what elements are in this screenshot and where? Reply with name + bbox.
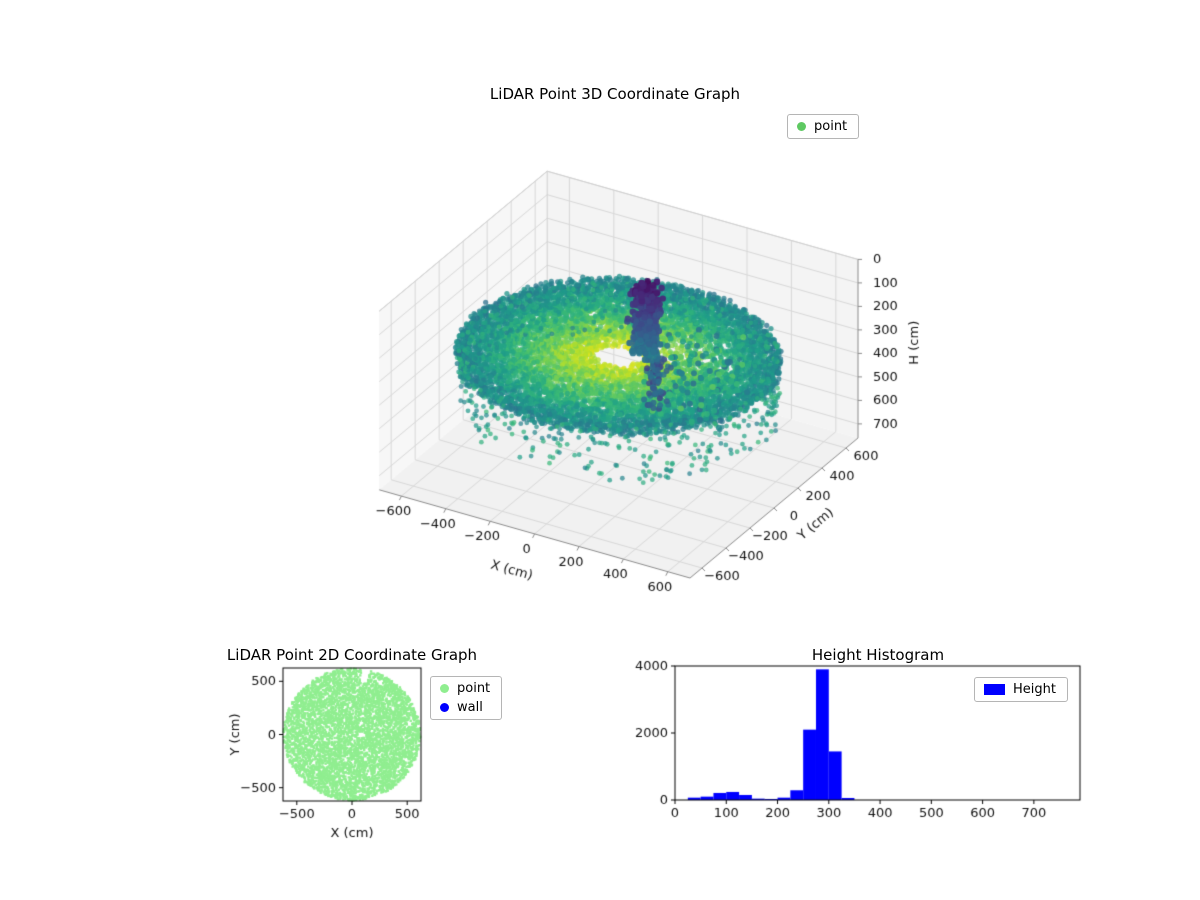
point-marker-icon: [440, 684, 449, 693]
legend-label-height: Height: [1013, 682, 1056, 697]
legend-item-wall-2d: wall: [440, 700, 490, 715]
legend-item-point-3d: point: [797, 119, 847, 134]
legend-label-wall-2d: wall: [457, 700, 483, 715]
legend-label-point-2d: point: [457, 681, 491, 696]
legend-item-height: Height: [984, 682, 1056, 697]
legend-label-point-3d: point: [814, 119, 848, 134]
plot2d-legend: point wall: [430, 676, 503, 720]
legend-item-point-2d: point: [440, 681, 490, 696]
plot2d-title: LiDAR Point 2D Coordinate Graph: [226, 646, 478, 664]
plot3d-title: LiDAR Point 3D Coordinate Graph: [489, 85, 741, 103]
height-patch-icon: [984, 684, 1005, 695]
plot3d-legend: point: [787, 114, 860, 139]
histogram-title: Height Histogram: [811, 646, 945, 664]
point-marker-icon: [797, 122, 806, 131]
wall-marker-icon: [440, 703, 449, 712]
histogram-legend: Height: [974, 677, 1068, 702]
